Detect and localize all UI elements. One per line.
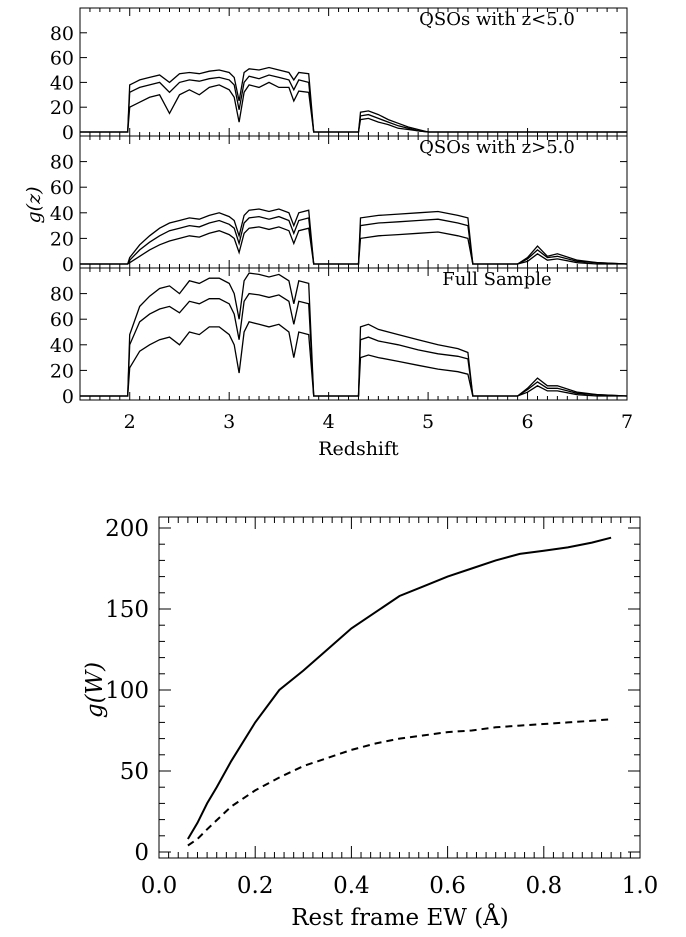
y-tick-label: 150 (105, 597, 149, 623)
series-line-1 (80, 66, 627, 133)
plot-frame (158, 516, 641, 859)
panel-middle: 0 20 40 60 80 QSOs with z>5.0 g(z) (23, 135, 628, 276)
y-tick-label: 60 (50, 177, 74, 199)
x-tick-label: 0.4 (333, 873, 370, 899)
y-tick-label: 80 (50, 152, 74, 174)
x-tick-label: 1.0 (622, 873, 659, 899)
series-line-2 (80, 292, 628, 397)
panel-label: QSOs with z>5.0 (419, 137, 575, 158)
x-tick-label: 5 (422, 411, 434, 433)
series-line-2 (80, 215, 628, 265)
x-tick-label: 0.6 (429, 873, 466, 899)
y-tick-label: 60 (50, 309, 74, 331)
series-line-1 (80, 272, 628, 397)
panel-bottom: 0 20 40 60 80 Full Sample 2 3 4 5 6 7 Redshift (50, 267, 633, 460)
x-tick-label: 2 (124, 411, 136, 433)
dashed-curve (187, 718, 612, 847)
y-tick-label: 200 (105, 516, 149, 542)
y-tick-label: 0 (134, 840, 149, 866)
x-axis-label: Rest frame EW (Å) (291, 903, 509, 931)
y-tick-label: 80 (50, 23, 74, 45)
panel-label: QSOs with z<5.0 (419, 9, 575, 30)
x-tick-label: 0.0 (141, 873, 178, 899)
y-tick-label: 50 (120, 759, 149, 785)
y-tick-label: 20 (50, 360, 74, 382)
y-axis-label: g(W) (82, 662, 108, 718)
panel-frame (79, 267, 628, 401)
y-tick-label: 40 (50, 203, 74, 225)
panel-lower: 0.0 0.2 0.4 0.6 0.8 1.0 0 50 100 150 200 Rest frame… (82, 516, 658, 931)
x-tick-label: 6 (521, 411, 533, 433)
x-axis-label: Redshift (318, 438, 399, 460)
solid-curve (187, 536, 612, 840)
x-tick-label: 0.8 (526, 873, 563, 899)
y-tick-label: 20 (50, 97, 74, 119)
series-line-2 (80, 74, 627, 133)
series-line-3 (80, 226, 627, 265)
x-tick-label: 0.2 (237, 873, 274, 899)
y-tick-label: 0 (62, 122, 74, 144)
y-tick-label: 60 (50, 48, 74, 70)
x-tick-label: 3 (223, 411, 235, 433)
x-tick-label: 7 (621, 411, 633, 433)
y-tick-label: 40 (50, 72, 74, 94)
y-axis-label: g(z) (23, 187, 45, 224)
y-tick-label: 0 (62, 386, 74, 408)
y-tick-label: 20 (50, 228, 74, 250)
y-tick-label: 100 (105, 678, 149, 704)
y-tick-label: 0 (62, 254, 74, 276)
y-tick-label: 80 (50, 284, 74, 306)
series-line-3 (80, 81, 627, 133)
panel-label: Full Sample (442, 269, 551, 290)
y-tick-label: 40 (50, 335, 74, 357)
series-line-3 (80, 321, 627, 397)
x-tick-label: 4 (323, 411, 335, 433)
